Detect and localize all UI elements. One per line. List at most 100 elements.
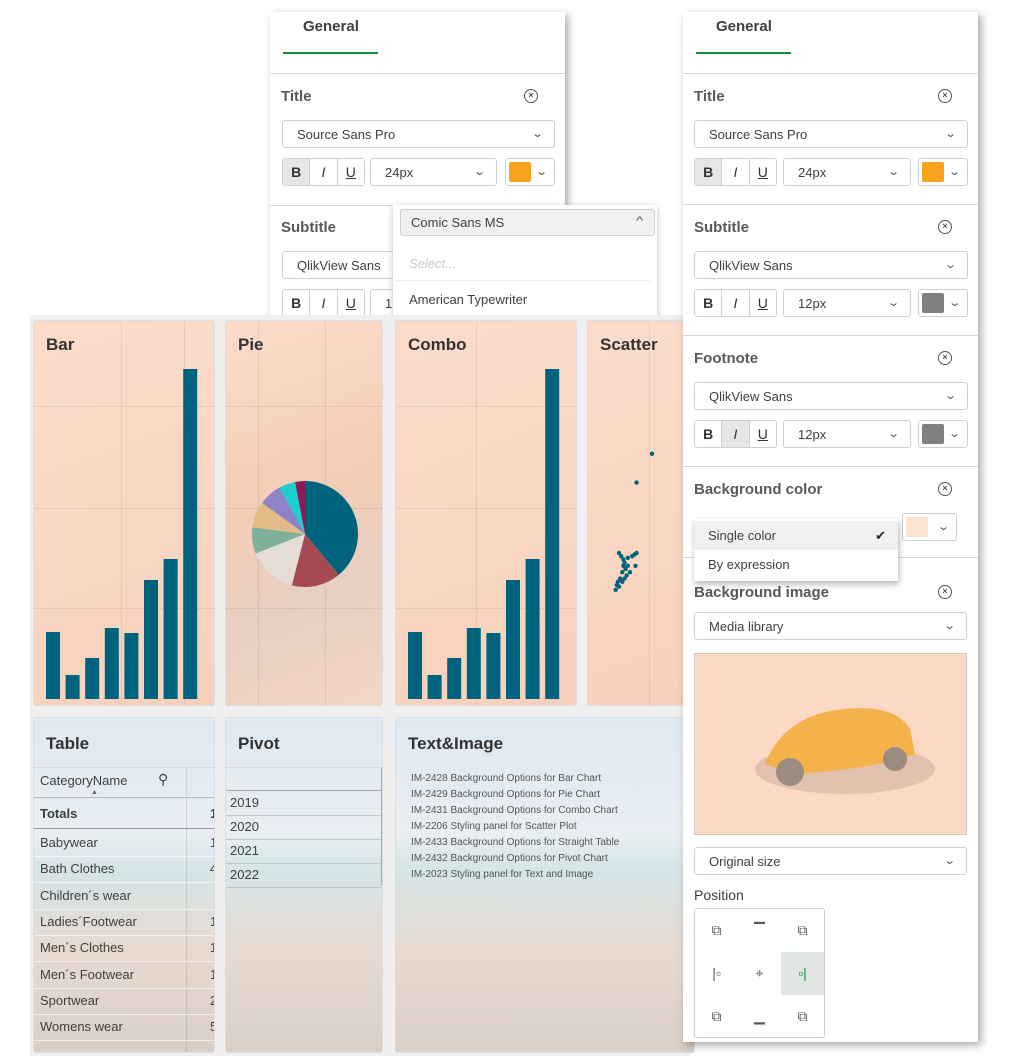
- image-size-select[interactable]: Original size ⌄: [694, 847, 967, 875]
- bar[interactable]: [65, 675, 80, 699]
- italic-button[interactable]: I: [722, 421, 750, 447]
- bar[interactable]: [408, 632, 422, 699]
- pivot-row[interactable]: 2022: [226, 867, 382, 882]
- title-color-picker[interactable]: ⌄: [505, 158, 555, 186]
- scatter-point[interactable]: [621, 563, 626, 568]
- underline-button[interactable]: U: [345, 295, 356, 311]
- scatter-point[interactable]: [624, 573, 629, 578]
- bar[interactable]: [466, 628, 481, 699]
- pie-slice[interactable]: [252, 502, 305, 534]
- bar[interactable]: [124, 633, 139, 699]
- scatter-point[interactable]: [616, 584, 622, 589]
- reset-icon[interactable]: ×: [524, 89, 538, 103]
- pivot-row[interactable]: 2019: [226, 795, 382, 810]
- pie-slice[interactable]: [295, 481, 305, 534]
- image-source-select[interactable]: Media library ⌄: [694, 612, 967, 640]
- scatter-point[interactable]: [620, 570, 625, 575]
- scatter-point[interactable]: [633, 563, 638, 568]
- pie-slice[interactable]: [279, 481, 305, 534]
- bar[interactable]: [183, 369, 198, 699]
- subtitle-size-select[interactable]: 12px ⌄: [783, 289, 911, 317]
- position-bottom-left[interactable]: ⧉: [711, 1008, 722, 1024]
- table-row[interactable]: Babywear 1:: [34, 835, 214, 850]
- bar[interactable]: [163, 559, 178, 699]
- pie-slice[interactable]: [291, 534, 339, 587]
- position-top-left[interactable]: ⧉: [711, 922, 722, 938]
- position-bottom-center[interactable]: ▁: [754, 1008, 765, 1024]
- table-row[interactable]: Children´s wear: [34, 888, 214, 903]
- title-font-select[interactable]: Source Sans Pro ⌄: [282, 120, 555, 148]
- pie-chart-tile[interactable]: Pie: [225, 320, 383, 706]
- bar-chart-tile[interactable]: Bar: [33, 320, 215, 706]
- scatter-point[interactable]: [617, 576, 623, 581]
- italic-button[interactable]: I: [722, 159, 750, 185]
- underline-button[interactable]: U: [757, 164, 768, 180]
- bold-button[interactable]: B: [283, 290, 311, 316]
- bar[interactable]: [46, 632, 60, 699]
- position-top-right[interactable]: ⧉: [797, 922, 808, 938]
- title-color-picker[interactable]: ⌄: [918, 158, 968, 186]
- table-row[interactable]: Bath Clothes 4: [34, 861, 214, 876]
- reset-icon[interactable]: ×: [938, 89, 952, 103]
- bar[interactable]: [447, 658, 462, 699]
- bar[interactable]: [85, 658, 100, 699]
- bold-button[interactable]: B: [283, 159, 311, 185]
- italic-button[interactable]: I: [722, 290, 750, 316]
- bold-button[interactable]: B: [695, 421, 723, 447]
- bar[interactable]: [427, 675, 442, 699]
- pie-slice[interactable]: [255, 534, 305, 586]
- table-row[interactable]: Men´s Footwear 1!: [34, 967, 214, 982]
- underline-button[interactable]: U: [757, 426, 768, 442]
- scatter-point[interactable]: [616, 550, 622, 556]
- menu-item-by-expression[interactable]: By expression: [694, 550, 898, 579]
- bar[interactable]: [486, 633, 501, 699]
- pie-slice[interactable]: [252, 527, 305, 554]
- title-size-select[interactable]: 24px ⌄: [370, 158, 497, 186]
- position-center-left[interactable]: |▫: [712, 965, 721, 981]
- tab-general[interactable]: General: [716, 18, 772, 35]
- table-row[interactable]: Sportwear 2:: [34, 993, 214, 1008]
- font-search-input[interactable]: Select...: [409, 256, 456, 271]
- subtitle-font-select[interactable]: QlikView Sans ⌄: [694, 251, 968, 279]
- column-header[interactable]: CategoryName ⚲ ▲: [34, 771, 214, 796]
- reset-icon[interactable]: ×: [938, 585, 952, 599]
- pivot-row[interactable]: 2021: [226, 843, 382, 858]
- font-option[interactable]: American Typewriter: [409, 292, 528, 307]
- search-icon[interactable]: ⚲: [158, 771, 169, 787]
- scatter-point[interactable]: [649, 451, 655, 456]
- reset-icon[interactable]: ×: [938, 220, 952, 234]
- background-image-preview[interactable]: [694, 653, 967, 835]
- table-row[interactable]: Men´s Clothes 1(: [34, 940, 214, 955]
- scatter-point[interactable]: [622, 576, 627, 581]
- bar[interactable]: [506, 580, 520, 699]
- menu-item-single-color[interactable]: Single color ✔: [694, 521, 898, 550]
- bar[interactable]: [144, 580, 158, 699]
- table-row[interactable]: Ladies´Footwear 1:: [34, 914, 214, 929]
- pie-slice[interactable]: [262, 487, 305, 534]
- scatter-point[interactable]: [625, 563, 630, 568]
- scatter-point[interactable]: [620, 579, 625, 584]
- scatter-point[interactable]: [623, 566, 628, 572]
- scatter-point[interactable]: [619, 554, 624, 559]
- italic-button[interactable]: I: [310, 290, 338, 316]
- pivot-tile[interactable]: Pivot 2019 2020 2021 2022: [225, 717, 383, 1053]
- title-font-select[interactable]: Source Sans Pro ⌄: [694, 120, 968, 148]
- combo-chart-tile[interactable]: Combo: [395, 320, 577, 706]
- scatter-point[interactable]: [634, 480, 639, 485]
- bar[interactable]: [525, 559, 540, 699]
- table-row[interactable]: Womens wear 5·: [34, 1019, 214, 1034]
- pivot-row[interactable]: 2020: [226, 819, 382, 834]
- footnote-size-select[interactable]: 12px ⌄: [783, 420, 911, 448]
- scatter-point[interactable]: [634, 550, 639, 556]
- tab-general[interactable]: General: [303, 18, 359, 35]
- scatter-point[interactable]: [613, 587, 618, 592]
- underline-button[interactable]: U: [757, 295, 768, 311]
- position-center-right[interactable]: ▫|: [781, 952, 824, 995]
- underline-button[interactable]: U: [345, 164, 356, 180]
- position-top-center[interactable]: ▔: [754, 922, 765, 938]
- font-dropdown-button[interactable]: Comic Sans MS ^: [400, 209, 655, 236]
- subtitle-color-picker[interactable]: ⌄: [918, 289, 968, 317]
- bold-button[interactable]: B: [695, 159, 723, 185]
- reset-icon[interactable]: ×: [938, 351, 952, 365]
- footnote-color-picker[interactable]: ⌄: [918, 420, 968, 448]
